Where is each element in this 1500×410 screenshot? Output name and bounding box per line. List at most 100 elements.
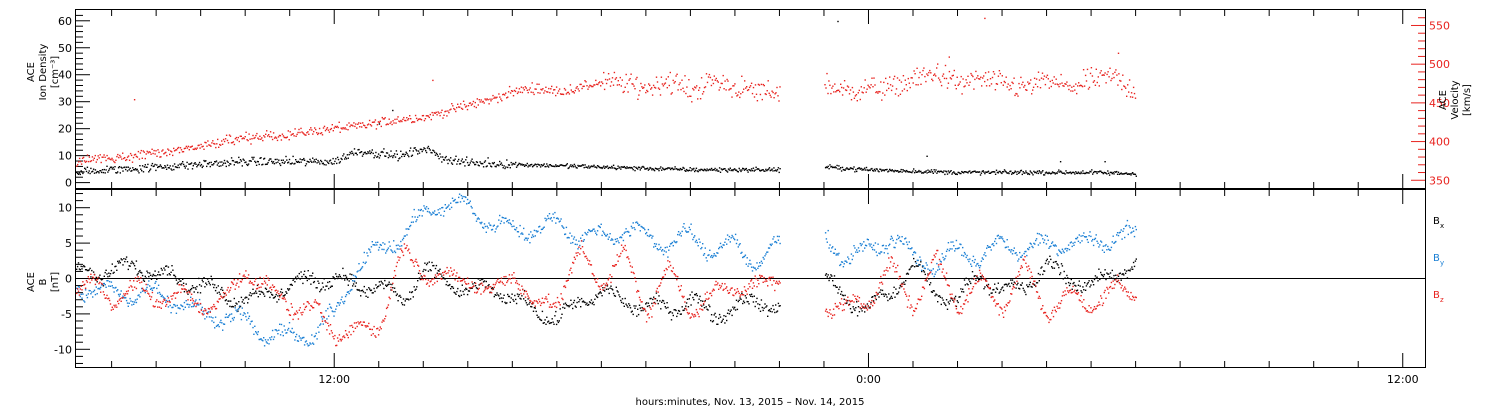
by-point <box>381 248 383 251</box>
by-point <box>434 214 437 216</box>
velocity-point <box>129 152 132 155</box>
by-point <box>1091 240 1093 242</box>
bx-point <box>645 303 647 305</box>
density-point <box>297 160 300 163</box>
bx-point <box>1067 277 1069 279</box>
bx-point <box>1131 266 1133 268</box>
bx-point <box>457 287 459 290</box>
density-point <box>857 167 860 169</box>
by-point <box>843 263 845 265</box>
bx-point <box>583 301 585 303</box>
velocity-point <box>578 90 580 92</box>
bx-point <box>983 288 985 290</box>
by-point <box>973 261 975 264</box>
velocity-point <box>833 91 835 93</box>
bx-point <box>253 292 255 295</box>
velocity-point <box>626 82 628 85</box>
density-point <box>1095 171 1097 173</box>
by-point <box>463 200 465 202</box>
velocity-point <box>427 115 429 117</box>
density-point <box>931 171 934 173</box>
by-point <box>337 302 340 304</box>
by-point <box>411 216 414 218</box>
by-point <box>230 313 233 315</box>
bz-point <box>232 283 235 285</box>
density-point <box>648 168 650 170</box>
bx-point <box>840 290 843 293</box>
by-point <box>937 266 940 268</box>
density-point <box>393 155 395 157</box>
by-point <box>583 239 585 241</box>
bx-point <box>721 320 723 322</box>
by-point <box>990 249 992 251</box>
bx-point <box>551 318 553 320</box>
bx-point <box>709 305 711 308</box>
velocity-point <box>455 110 457 113</box>
density-point <box>768 167 771 169</box>
bx-point <box>952 299 954 301</box>
by-point <box>287 329 289 331</box>
velocity-point <box>1020 76 1022 79</box>
velocity-point <box>644 84 646 86</box>
density-point <box>1000 171 1002 174</box>
density-point <box>766 169 768 172</box>
by-point <box>654 245 657 247</box>
bz-point <box>244 276 246 278</box>
by-point <box>198 304 200 306</box>
bx-point <box>764 303 766 305</box>
bx-point <box>271 293 273 296</box>
density-point <box>396 153 398 155</box>
velocity-point <box>137 150 140 153</box>
by-point <box>195 299 197 301</box>
by-point <box>144 291 146 294</box>
density-point <box>149 168 152 170</box>
density-point <box>415 149 417 151</box>
by-point <box>774 241 776 243</box>
bx-point <box>160 267 162 270</box>
velocity-point <box>531 82 533 84</box>
density-point <box>864 167 866 169</box>
density-point <box>867 169 869 172</box>
bx-point <box>393 291 395 293</box>
density-point <box>921 172 923 174</box>
bx-point <box>529 301 531 304</box>
by-point <box>374 244 376 246</box>
by-point <box>193 305 195 307</box>
velocity-point <box>86 154 89 156</box>
bx-point <box>1094 275 1097 277</box>
bz-point <box>82 281 84 283</box>
velocity-point <box>353 122 355 124</box>
by-point <box>465 196 467 199</box>
by-point <box>386 248 389 251</box>
by-point <box>547 217 550 220</box>
by-point <box>845 260 847 262</box>
by-point <box>430 214 432 216</box>
by-point <box>517 231 520 233</box>
density-point <box>825 166 828 168</box>
bx-point <box>324 289 326 291</box>
bx-point <box>676 315 678 318</box>
bx-point <box>255 292 258 294</box>
by-point <box>584 231 586 234</box>
by-point <box>883 252 885 254</box>
bx-point <box>890 295 893 298</box>
density-point <box>848 168 851 170</box>
bx-point <box>893 286 895 288</box>
density-point <box>392 109 394 112</box>
density-point <box>136 168 138 171</box>
velocity-point <box>410 118 412 120</box>
velocity-point <box>910 77 912 79</box>
by-point <box>770 244 772 247</box>
by-point <box>579 244 581 247</box>
density-point <box>270 158 272 160</box>
by-point <box>234 307 236 309</box>
bx-point <box>611 288 613 290</box>
velocity-point <box>682 87 684 89</box>
bz-point <box>322 315 324 318</box>
density-point <box>1006 172 1008 174</box>
bx-point <box>750 293 753 295</box>
density-point <box>1059 171 1061 173</box>
bx-point <box>485 280 487 283</box>
bx-point <box>833 275 836 277</box>
by-point <box>901 236 903 238</box>
